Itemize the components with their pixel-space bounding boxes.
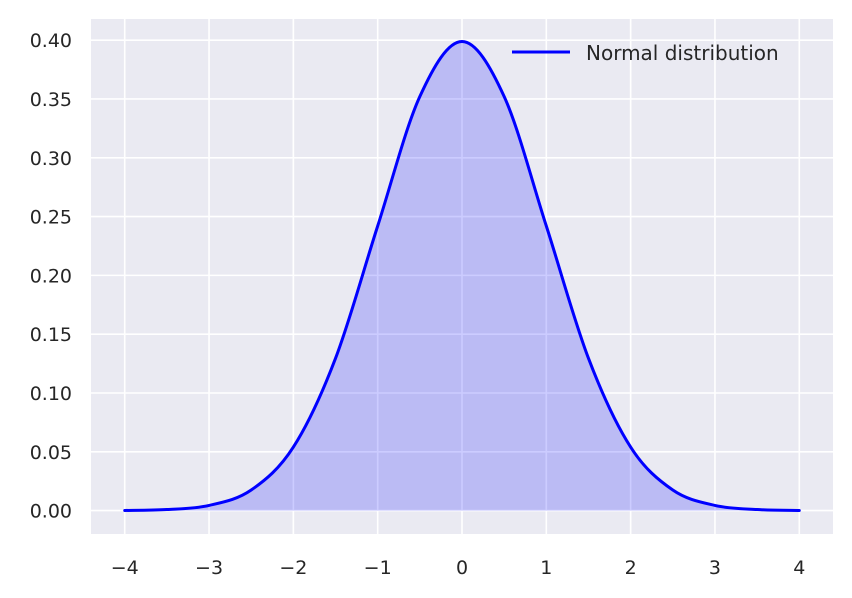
y-tick-label: 0.15 <box>30 324 72 346</box>
y-tick-label: 0.35 <box>30 89 72 111</box>
x-tick-label: −3 <box>195 557 223 579</box>
x-tick-label: 0 <box>456 557 468 579</box>
x-tick-label: −4 <box>111 557 139 579</box>
y-tick-label: 0.30 <box>30 148 72 170</box>
legend: Normal distribution <box>512 41 779 65</box>
x-tick-label: −1 <box>364 557 392 579</box>
x-tick-label: 3 <box>709 557 721 579</box>
x-tick-label: 4 <box>793 557 805 579</box>
x-axis-tick-labels: −4 −3 −2 −1 0 1 2 3 4 <box>111 557 806 579</box>
y-tick-label: 0.40 <box>30 30 72 52</box>
curve-normal-distribution <box>123 39 801 512</box>
x-tick-label: −2 <box>279 557 307 579</box>
y-tick-label: 0.20 <box>30 265 72 287</box>
area-fill-normal-distribution <box>124 41 800 511</box>
y-tick-label: 0.10 <box>30 383 72 405</box>
legend-label-normal-distribution: Normal distribution <box>586 41 779 65</box>
grid-lines <box>91 19 833 534</box>
y-tick-label: 0.05 <box>30 442 72 464</box>
x-tick-label: 2 <box>625 557 637 579</box>
y-tick-label: 0.00 <box>30 501 72 523</box>
x-tick-label: 1 <box>540 557 552 579</box>
y-axis-tick-labels: 0.00 0.05 0.10 0.15 0.20 0.25 0.30 0.35 0.40 <box>30 30 72 522</box>
y-tick-label: 0.25 <box>30 207 72 229</box>
